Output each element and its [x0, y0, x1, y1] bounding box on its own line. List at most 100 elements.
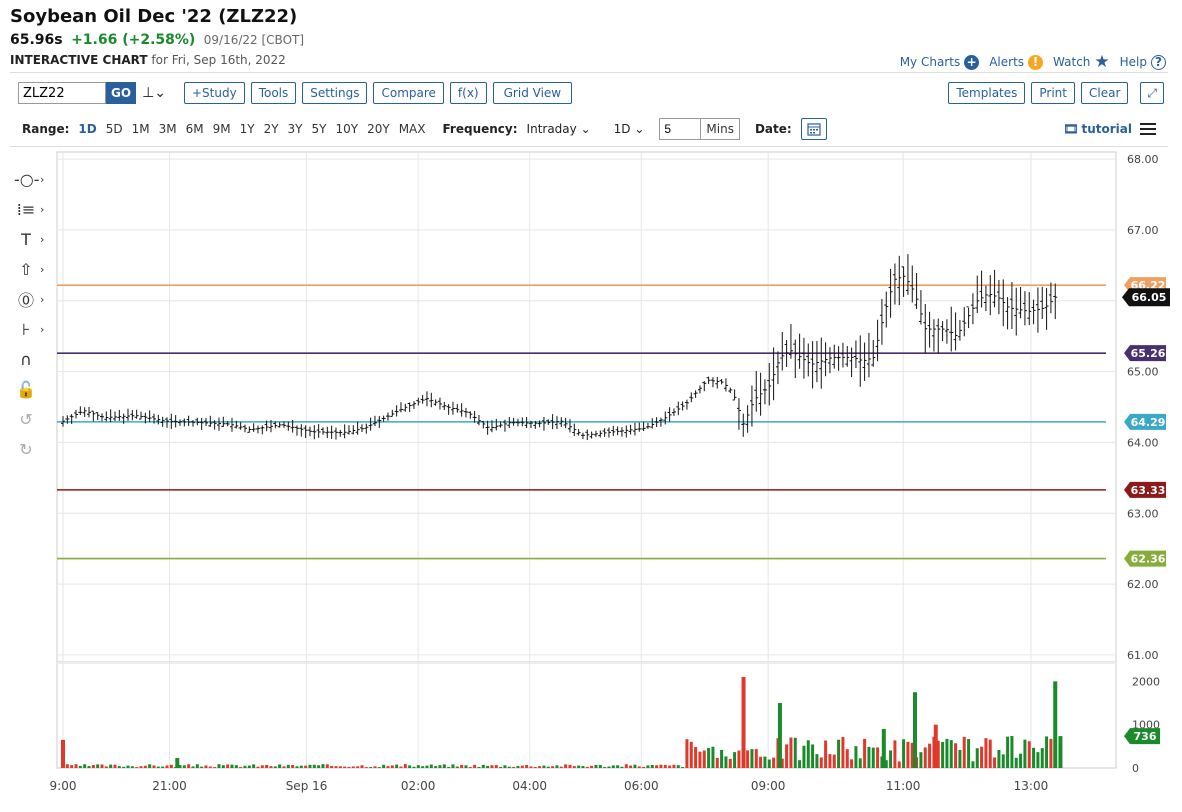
volume-bar — [585, 766, 589, 768]
top-links: My Charts + Alerts ! Watch ★ Help ? — [900, 52, 1166, 72]
tutorial-link[interactable]: 🎞 tutorial — [1063, 122, 1132, 136]
volume-bar — [962, 736, 966, 768]
range-max[interactable]: MAX — [398, 122, 426, 136]
volume-bar — [1027, 741, 1031, 768]
lock-tool[interactable]: 🔓 — [14, 374, 54, 404]
compare-button[interactable]: Compare — [373, 82, 444, 104]
measure-tool[interactable]: ⊦ › — [14, 314, 54, 344]
volume-bar — [607, 766, 611, 768]
volume-bar — [811, 744, 815, 768]
study-button[interactable]: +Study — [184, 82, 245, 104]
volume-bar — [351, 766, 355, 768]
bar-type-icon[interactable]: ⊥⌄ — [142, 85, 166, 101]
arrow-up-icon: ⇧ — [19, 259, 33, 279]
symbol-input[interactable] — [18, 82, 106, 104]
volume-bar — [200, 766, 204, 768]
volume-bar — [863, 738, 867, 768]
volume-bar — [447, 767, 451, 768]
alerts-link[interactable]: Alerts ! — [989, 54, 1044, 70]
watch-label: Watch — [1053, 55, 1091, 69]
chart-date: for Fri, Sep 16th, 2022 — [151, 53, 286, 67]
volume-bar — [603, 767, 607, 768]
volume-bar — [594, 764, 598, 768]
volume-bar — [278, 764, 282, 768]
volume-bar — [1023, 739, 1027, 768]
volume-bar — [221, 765, 225, 768]
volume-bar — [330, 765, 334, 768]
volume-bar — [724, 756, 728, 768]
range-9m[interactable]: 9M — [212, 122, 231, 136]
range-1m[interactable]: 1M — [131, 122, 150, 136]
volume-spike — [741, 677, 746, 768]
range-5d[interactable]: 5D — [105, 122, 123, 136]
frequency-select[interactable]: Intraday ⌄ — [527, 122, 591, 136]
volume-bar — [234, 765, 238, 768]
volume-bar — [386, 766, 390, 768]
crosshair-tool[interactable]: -○- › — [14, 164, 54, 194]
volume-bar — [694, 747, 698, 768]
volume-bar — [126, 765, 130, 768]
shape-tool[interactable]: ⓪ › — [14, 284, 54, 314]
range-5y[interactable]: 5Y — [311, 122, 327, 136]
volume-bar — [139, 766, 143, 768]
volume-bar — [616, 765, 620, 768]
last-price: 65.96s — [10, 32, 63, 48]
range-6m[interactable]: 6M — [185, 122, 204, 136]
help-link[interactable]: Help ? — [1120, 54, 1166, 70]
volume-bar — [477, 766, 481, 768]
volume-bar — [247, 765, 251, 768]
range-1y[interactable]: 1Y — [239, 122, 255, 136]
chevron-right-icon: › — [40, 202, 45, 216]
arrow-tool[interactable]: ⇧ › — [14, 254, 54, 284]
range-1d[interactable]: 1D — [78, 122, 97, 136]
hamburger-menu-icon[interactable] — [1140, 120, 1156, 138]
clear-button[interactable]: Clear — [1081, 82, 1129, 104]
my-charts-link[interactable]: My Charts + — [900, 54, 980, 70]
print-button[interactable]: Print — [1031, 82, 1075, 104]
volume-bar — [169, 764, 173, 768]
interval-input[interactable] — [659, 118, 702, 140]
volume-bar — [1010, 736, 1014, 768]
expand-icon[interactable]: ⤢ — [1140, 82, 1164, 104]
calendar-icon[interactable] — [800, 118, 827, 140]
volume-bar — [148, 764, 152, 768]
volume-bar — [347, 766, 351, 768]
volume-bar — [208, 766, 212, 768]
period-select[interactable]: 1D ⌄ — [614, 122, 645, 136]
volume-bar — [338, 766, 342, 768]
volume-bar — [824, 740, 828, 768]
chart-label: INTERACTIVE CHART — [10, 53, 148, 67]
volume-bar — [629, 765, 633, 768]
templates-button[interactable]: Templates — [948, 82, 1026, 104]
undo-tool[interactable]: ↺ — [14, 404, 54, 434]
volume-bar — [733, 752, 737, 768]
range-3y[interactable]: 3Y — [287, 122, 303, 136]
tools-button[interactable]: Tools — [250, 82, 297, 104]
volume-bar — [468, 767, 472, 768]
range-3m[interactable]: 3M — [158, 122, 177, 136]
redo-tool[interactable]: ↻ — [14, 434, 54, 464]
fx-button[interactable]: f(x) — [449, 82, 487, 104]
volume-bar — [282, 766, 286, 768]
text-tool[interactable]: T › — [14, 224, 54, 254]
chevron-right-icon: › — [40, 292, 45, 306]
range-2y[interactable]: 2Y — [263, 122, 279, 136]
volume-bar — [325, 764, 329, 768]
range-20y[interactable]: 20Y — [367, 122, 390, 136]
volume-spike — [933, 724, 938, 768]
volume-bar — [87, 766, 91, 768]
volume-bar — [382, 764, 386, 768]
watch-link[interactable]: Watch ★ — [1053, 52, 1110, 72]
grid-view-button[interactable]: Grid View — [492, 82, 573, 104]
volume-bar — [789, 737, 793, 768]
fib-tool[interactable]: ⁞≡ › — [14, 194, 54, 224]
go-button[interactable]: GO — [106, 82, 137, 104]
range-10y[interactable]: 10Y — [335, 122, 359, 136]
volume-bar — [798, 760, 802, 768]
volume-bar — [785, 744, 789, 768]
volume-bar — [715, 757, 719, 768]
settings-button[interactable]: Settings — [302, 82, 368, 104]
volume-bar — [876, 747, 880, 768]
magnet-tool[interactable]: ∩ — [14, 344, 54, 374]
